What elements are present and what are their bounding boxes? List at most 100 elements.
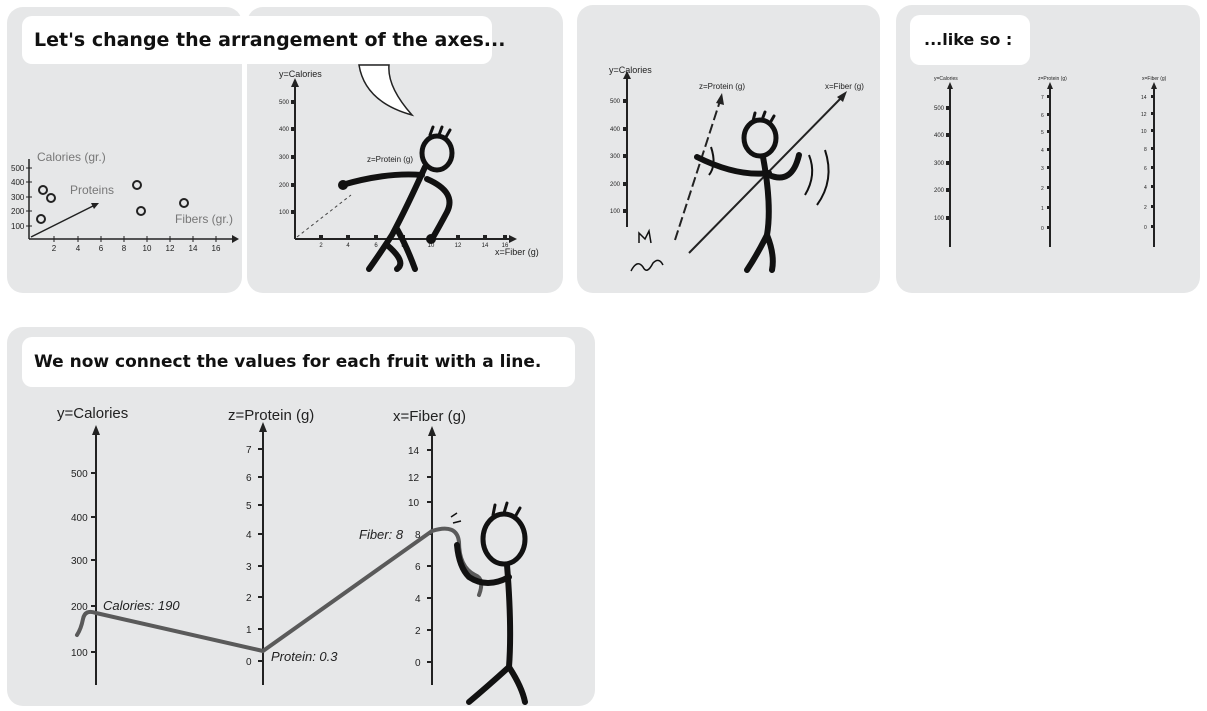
z-tick-label: 7 xyxy=(1041,95,1044,101)
scatter-plot-svg: 500 400 300 200 100 2 4 6 8 10 12 14 16 … xyxy=(11,150,239,253)
y-tick-label: 300 xyxy=(11,193,25,202)
figure-leg xyxy=(384,242,404,272)
x-axis-arrow xyxy=(509,235,517,243)
caption-text: ...like so : xyxy=(924,30,1013,49)
y-tick-label: 100 xyxy=(610,209,621,215)
caption-text: We now connect the values for each fruit… xyxy=(34,352,542,372)
x-tick-label: 0 xyxy=(1144,225,1147,231)
caption-bubble-1: Let's change the arrangement of the axes… xyxy=(22,16,505,64)
stick-figure xyxy=(339,125,455,272)
caption-text: Let's change the arrangement of the axes… xyxy=(34,29,506,51)
rotating-axes-svg: y=Calories 500 400 300 200 100 z=Protein… xyxy=(609,65,864,273)
y-tick-label: 200 xyxy=(610,182,621,188)
y-tick-marks xyxy=(291,100,295,214)
y-tick-marks xyxy=(26,167,32,227)
y-axis-label: y=Calories xyxy=(609,65,652,75)
x-axis-label: x=Fiber (g) xyxy=(495,247,539,257)
fiber-annotation: Fiber: 8 xyxy=(359,527,404,542)
z-tick-marks xyxy=(1047,95,1050,229)
x-tick-label: 10 xyxy=(143,244,152,253)
protein-axis-arrow xyxy=(30,204,96,238)
x-axis-label: x=Fiber (g) xyxy=(393,408,466,425)
data-point xyxy=(38,185,48,195)
x-tick-label: 0 xyxy=(415,658,421,669)
x-axis-arrow xyxy=(837,91,847,102)
y-axis-arrow xyxy=(291,78,299,87)
y-tick-label: 500 xyxy=(934,106,945,112)
stick-figure xyxy=(454,501,528,705)
y-axis-arrow xyxy=(623,71,631,79)
y-tick-label: 100 xyxy=(71,648,88,659)
y-tick-label: 300 xyxy=(934,161,945,167)
y-tick-label: 400 xyxy=(71,513,88,524)
x-tick-label: 14 xyxy=(1141,95,1147,101)
x-tick-label: 4 xyxy=(415,594,421,605)
z-tick-label: 6 xyxy=(1041,113,1044,119)
y-tick-label: 500 xyxy=(11,164,25,173)
z-tick-label: 5 xyxy=(246,501,252,512)
figure-hand xyxy=(426,234,436,244)
figure-head xyxy=(419,133,455,173)
y-tick-marks xyxy=(623,99,627,213)
parallel-axes-svg: y=Calories 500 400 300 200 100 z=Protein… xyxy=(934,76,1167,247)
figure-arm xyxy=(694,154,772,177)
figure-hair xyxy=(428,125,452,139)
y-axis-arrow xyxy=(92,425,100,435)
proteins-label: Proteins xyxy=(70,183,114,197)
z-tick-label: 4 xyxy=(246,530,252,541)
y-tick-label: 300 xyxy=(279,155,290,161)
x-tick-label: 16 xyxy=(212,244,221,253)
y-tick-label: 200 xyxy=(279,183,290,189)
figure-leg xyxy=(506,664,528,705)
x-tick-label: 8 xyxy=(415,530,421,541)
fruit-data-line xyxy=(95,529,434,653)
y-tick-label: 100 xyxy=(11,222,25,231)
y-tick-marks xyxy=(91,472,96,653)
y-tick-label: 400 xyxy=(279,127,290,133)
x-tick-label: 8 xyxy=(122,244,127,253)
z-axis-label: z=Protein (g) xyxy=(1038,76,1067,82)
x-tick-label: 2 xyxy=(1144,205,1147,211)
data-point xyxy=(132,180,142,190)
x-tick-label: 10 xyxy=(1141,129,1147,135)
x-tick-label: 4 xyxy=(346,243,350,249)
x-axis-arrow xyxy=(232,235,239,243)
calories-label: Calories (gr.) xyxy=(37,150,106,164)
caption-bubble-4: ...like so : xyxy=(910,15,1030,65)
x-tick-marks xyxy=(1151,95,1154,228)
y-tick-label: 400 xyxy=(934,133,945,139)
caption-bubble-5: We now connect the values for each fruit… xyxy=(22,337,575,387)
data-point xyxy=(46,193,56,203)
x-tick-label: 8 xyxy=(1144,147,1147,153)
z-tick-label: 6 xyxy=(246,473,252,484)
x-axis-arrow xyxy=(1151,82,1157,89)
figure-hair xyxy=(491,501,522,519)
x-axis-label: x=Fiber (g) xyxy=(1142,76,1167,82)
z-axis-arrow xyxy=(716,93,724,105)
y-axis-label: y=Calories xyxy=(934,76,958,82)
protein-axis-arrowhead xyxy=(91,203,99,209)
data-points xyxy=(36,180,189,224)
figure-leg xyxy=(394,226,418,272)
x-tick-marks xyxy=(53,236,217,242)
data-line-hook xyxy=(430,526,484,597)
figure-leg xyxy=(764,232,776,273)
y-tick-label: 300 xyxy=(610,154,621,160)
calories-annotation: Calories: 190 xyxy=(103,598,180,613)
z-tick-label: 5 xyxy=(1041,130,1044,136)
x-tick-label: 6 xyxy=(415,562,421,573)
panel-rotating-axes: y=Calories 500 400 300 200 100 z=Protein… xyxy=(577,5,880,293)
z-tick-label: 2 xyxy=(1041,186,1044,192)
data-point xyxy=(136,206,146,216)
x-tick-label: 12 xyxy=(455,243,462,249)
y-tick-label: 500 xyxy=(610,99,621,105)
z-axis-arrow xyxy=(259,422,267,432)
data-point xyxy=(36,214,46,224)
connected-values-svg: y=Calories 500 400 300 200 100 z=Protein… xyxy=(57,405,528,705)
panel-parallel-axes: y=Calories 500 400 300 200 100 z=Protein… xyxy=(896,5,1200,293)
x-tick-label: 10 xyxy=(408,498,420,509)
z-tick-label: 0 xyxy=(1041,226,1044,232)
x-tick-label: 12 xyxy=(1141,112,1147,118)
data-line-hook xyxy=(75,609,98,637)
z-tick-label: 0 xyxy=(246,657,252,668)
